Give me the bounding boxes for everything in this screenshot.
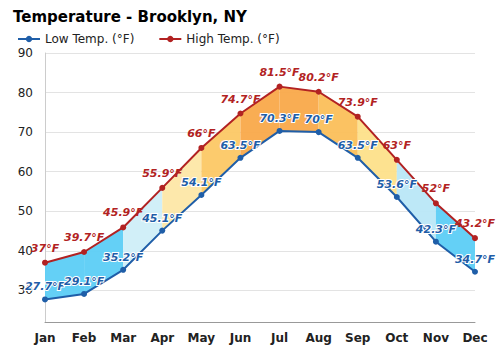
svg-text:81.5°F: 81.5°F bbox=[259, 66, 300, 79]
svg-text:43.2°F: 43.2°F bbox=[454, 217, 496, 230]
svg-text:Sep: Sep bbox=[345, 331, 371, 345]
svg-text:39.7°F: 39.7°F bbox=[64, 231, 105, 244]
svg-text:Nov: Nov bbox=[423, 331, 449, 345]
svg-text:Oct: Oct bbox=[385, 331, 408, 345]
svg-text:70°F: 70°F bbox=[304, 113, 333, 126]
svg-text:52°F: 52°F bbox=[422, 182, 451, 195]
svg-text:42.3°F: 42.3°F bbox=[415, 223, 457, 236]
svg-text:Jul: Jul bbox=[270, 331, 288, 345]
svg-text:Feb: Feb bbox=[72, 331, 97, 345]
svg-text:29.1°F: 29.1°F bbox=[64, 275, 105, 288]
svg-text:Apr: Apr bbox=[150, 331, 174, 345]
svg-text:27.7°F: 27.7°F bbox=[25, 280, 66, 293]
svg-text:55.9°F: 55.9°F bbox=[142, 167, 183, 180]
svg-text:80.2°F: 80.2°F bbox=[299, 71, 340, 84]
svg-text:80: 80 bbox=[18, 86, 33, 100]
svg-text:63.5°F: 63.5°F bbox=[338, 139, 379, 152]
svg-text:Aug: Aug bbox=[305, 331, 331, 345]
svg-text:73.9°F: 73.9°F bbox=[338, 96, 379, 109]
svg-text:High Temp. (°F): High Temp. (°F) bbox=[186, 32, 279, 46]
svg-text:Jan: Jan bbox=[33, 331, 55, 345]
svg-text:Jun: Jun bbox=[229, 331, 252, 345]
svg-text:74.7°F: 74.7°F bbox=[220, 93, 261, 106]
svg-text:60: 60 bbox=[18, 165, 33, 179]
svg-text:37°F: 37°F bbox=[31, 242, 60, 255]
svg-text:45.1°F: 45.1°F bbox=[141, 212, 183, 225]
svg-text:53.6°F: 53.6°F bbox=[377, 178, 418, 191]
svg-text:70.3°F: 70.3°F bbox=[259, 112, 300, 125]
svg-text:34.7°F: 34.7°F bbox=[455, 253, 496, 266]
svg-text:63.5°F: 63.5°F bbox=[220, 139, 261, 152]
svg-text:Dec: Dec bbox=[462, 331, 487, 345]
svg-text:Mar: Mar bbox=[110, 331, 136, 345]
svg-text:40: 40 bbox=[17, 243, 33, 258]
svg-text:90: 90 bbox=[18, 46, 33, 60]
svg-text:70: 70 bbox=[18, 125, 33, 139]
svg-text:Temperature - Brooklyn, NY: Temperature - Brooklyn, NY bbox=[13, 8, 248, 26]
svg-text:Low Temp. (°F): Low Temp. (°F) bbox=[45, 32, 134, 46]
svg-text:66°F: 66°F bbox=[187, 127, 216, 140]
svg-text:May: May bbox=[188, 331, 216, 345]
svg-text:35.2°F: 35.2°F bbox=[103, 251, 144, 264]
svg-text:63°F: 63°F bbox=[383, 139, 412, 152]
svg-text:54.1°F: 54.1°F bbox=[181, 176, 222, 189]
svg-text:45.9°F: 45.9°F bbox=[102, 206, 144, 219]
svg-text:50: 50 bbox=[18, 204, 33, 218]
